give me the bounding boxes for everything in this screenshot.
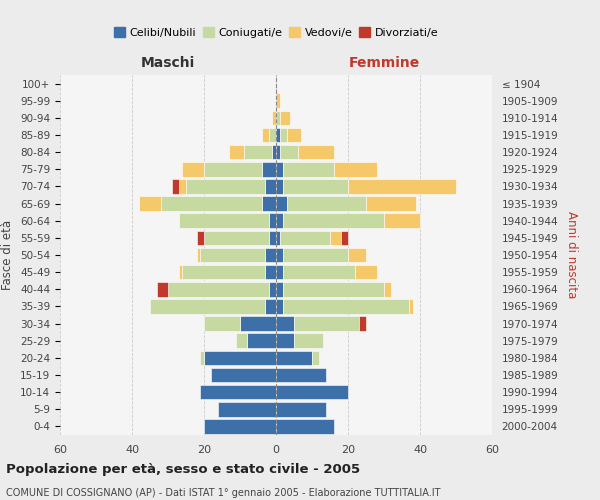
- Bar: [150, 299, 265, 314]
- Bar: [200, 385, 276, 400]
- Bar: [276, 299, 283, 314]
- Bar: [280, 145, 298, 160]
- Text: Femmine: Femmine: [349, 56, 419, 70]
- Bar: [283, 179, 348, 194]
- Bar: [409, 299, 413, 314]
- Bar: [186, 179, 265, 194]
- Bar: [276, 385, 348, 400]
- Bar: [204, 316, 240, 331]
- Bar: [182, 162, 204, 176]
- Bar: [348, 248, 366, 262]
- Bar: [182, 265, 265, 280]
- Bar: [262, 162, 276, 176]
- Bar: [294, 316, 359, 331]
- Bar: [276, 94, 280, 108]
- Bar: [204, 350, 276, 365]
- Bar: [283, 162, 334, 176]
- Bar: [157, 282, 168, 296]
- Bar: [172, 179, 179, 194]
- Bar: [359, 316, 366, 331]
- Bar: [200, 350, 204, 365]
- Text: Popolazione per età, sesso e stato civile - 2005: Popolazione per età, sesso e stato civil…: [6, 462, 360, 475]
- Bar: [276, 128, 280, 142]
- Bar: [287, 196, 366, 211]
- Bar: [139, 196, 161, 211]
- Bar: [276, 196, 287, 211]
- Bar: [197, 248, 200, 262]
- Text: Maschi: Maschi: [141, 56, 195, 70]
- Bar: [283, 248, 348, 262]
- Bar: [276, 110, 280, 125]
- Bar: [197, 230, 204, 245]
- Bar: [236, 334, 247, 348]
- Bar: [280, 128, 287, 142]
- Bar: [265, 248, 276, 262]
- Bar: [269, 128, 276, 142]
- Bar: [276, 248, 283, 262]
- Bar: [384, 214, 420, 228]
- Bar: [244, 145, 272, 160]
- Legend: Celibi/Nubili, Coniugati/e, Vedovi/e, Divorziati/e: Celibi/Nubili, Coniugati/e, Vedovi/e, Di…: [109, 23, 443, 42]
- Bar: [298, 145, 334, 160]
- Y-axis label: Anni di nascita: Anni di nascita: [565, 212, 578, 298]
- Bar: [204, 230, 269, 245]
- Bar: [280, 230, 330, 245]
- Bar: [168, 282, 269, 296]
- Bar: [179, 265, 182, 280]
- Bar: [330, 230, 341, 245]
- Bar: [218, 402, 276, 416]
- Y-axis label: Fasce di età: Fasce di età: [1, 220, 14, 290]
- Bar: [276, 350, 312, 365]
- Bar: [283, 214, 384, 228]
- Bar: [287, 128, 301, 142]
- Bar: [276, 145, 280, 160]
- Bar: [211, 368, 276, 382]
- Bar: [276, 419, 334, 434]
- Bar: [265, 179, 276, 194]
- Bar: [265, 299, 276, 314]
- Bar: [384, 282, 391, 296]
- Bar: [262, 196, 276, 211]
- Bar: [179, 179, 186, 194]
- Bar: [294, 334, 323, 348]
- Bar: [276, 162, 283, 176]
- Bar: [276, 282, 283, 296]
- Bar: [366, 196, 416, 211]
- Bar: [276, 402, 326, 416]
- Bar: [312, 350, 319, 365]
- Bar: [355, 265, 377, 280]
- Bar: [272, 145, 276, 160]
- Bar: [240, 316, 276, 331]
- Text: COMUNE DI COSSIGNANO (AP) - Dati ISTAT 1° gennaio 2005 - Elaborazione TUTTITALIA: COMUNE DI COSSIGNANO (AP) - Dati ISTAT 1…: [6, 488, 440, 498]
- Bar: [161, 196, 262, 211]
- Bar: [276, 230, 280, 245]
- Bar: [269, 282, 276, 296]
- Bar: [200, 248, 265, 262]
- Bar: [269, 230, 276, 245]
- Bar: [348, 179, 456, 194]
- Bar: [276, 179, 283, 194]
- Bar: [280, 110, 290, 125]
- Bar: [272, 110, 276, 125]
- Bar: [269, 214, 276, 228]
- Bar: [283, 299, 409, 314]
- Bar: [276, 316, 294, 331]
- Bar: [262, 128, 269, 142]
- Bar: [229, 145, 244, 160]
- Bar: [334, 162, 377, 176]
- Bar: [204, 162, 262, 176]
- Bar: [204, 419, 276, 434]
- Bar: [283, 265, 355, 280]
- Bar: [247, 334, 276, 348]
- Bar: [283, 282, 384, 296]
- Bar: [276, 214, 283, 228]
- Bar: [276, 265, 283, 280]
- Bar: [341, 230, 348, 245]
- Bar: [179, 214, 269, 228]
- Bar: [276, 368, 326, 382]
- Bar: [265, 265, 276, 280]
- Bar: [276, 334, 294, 348]
